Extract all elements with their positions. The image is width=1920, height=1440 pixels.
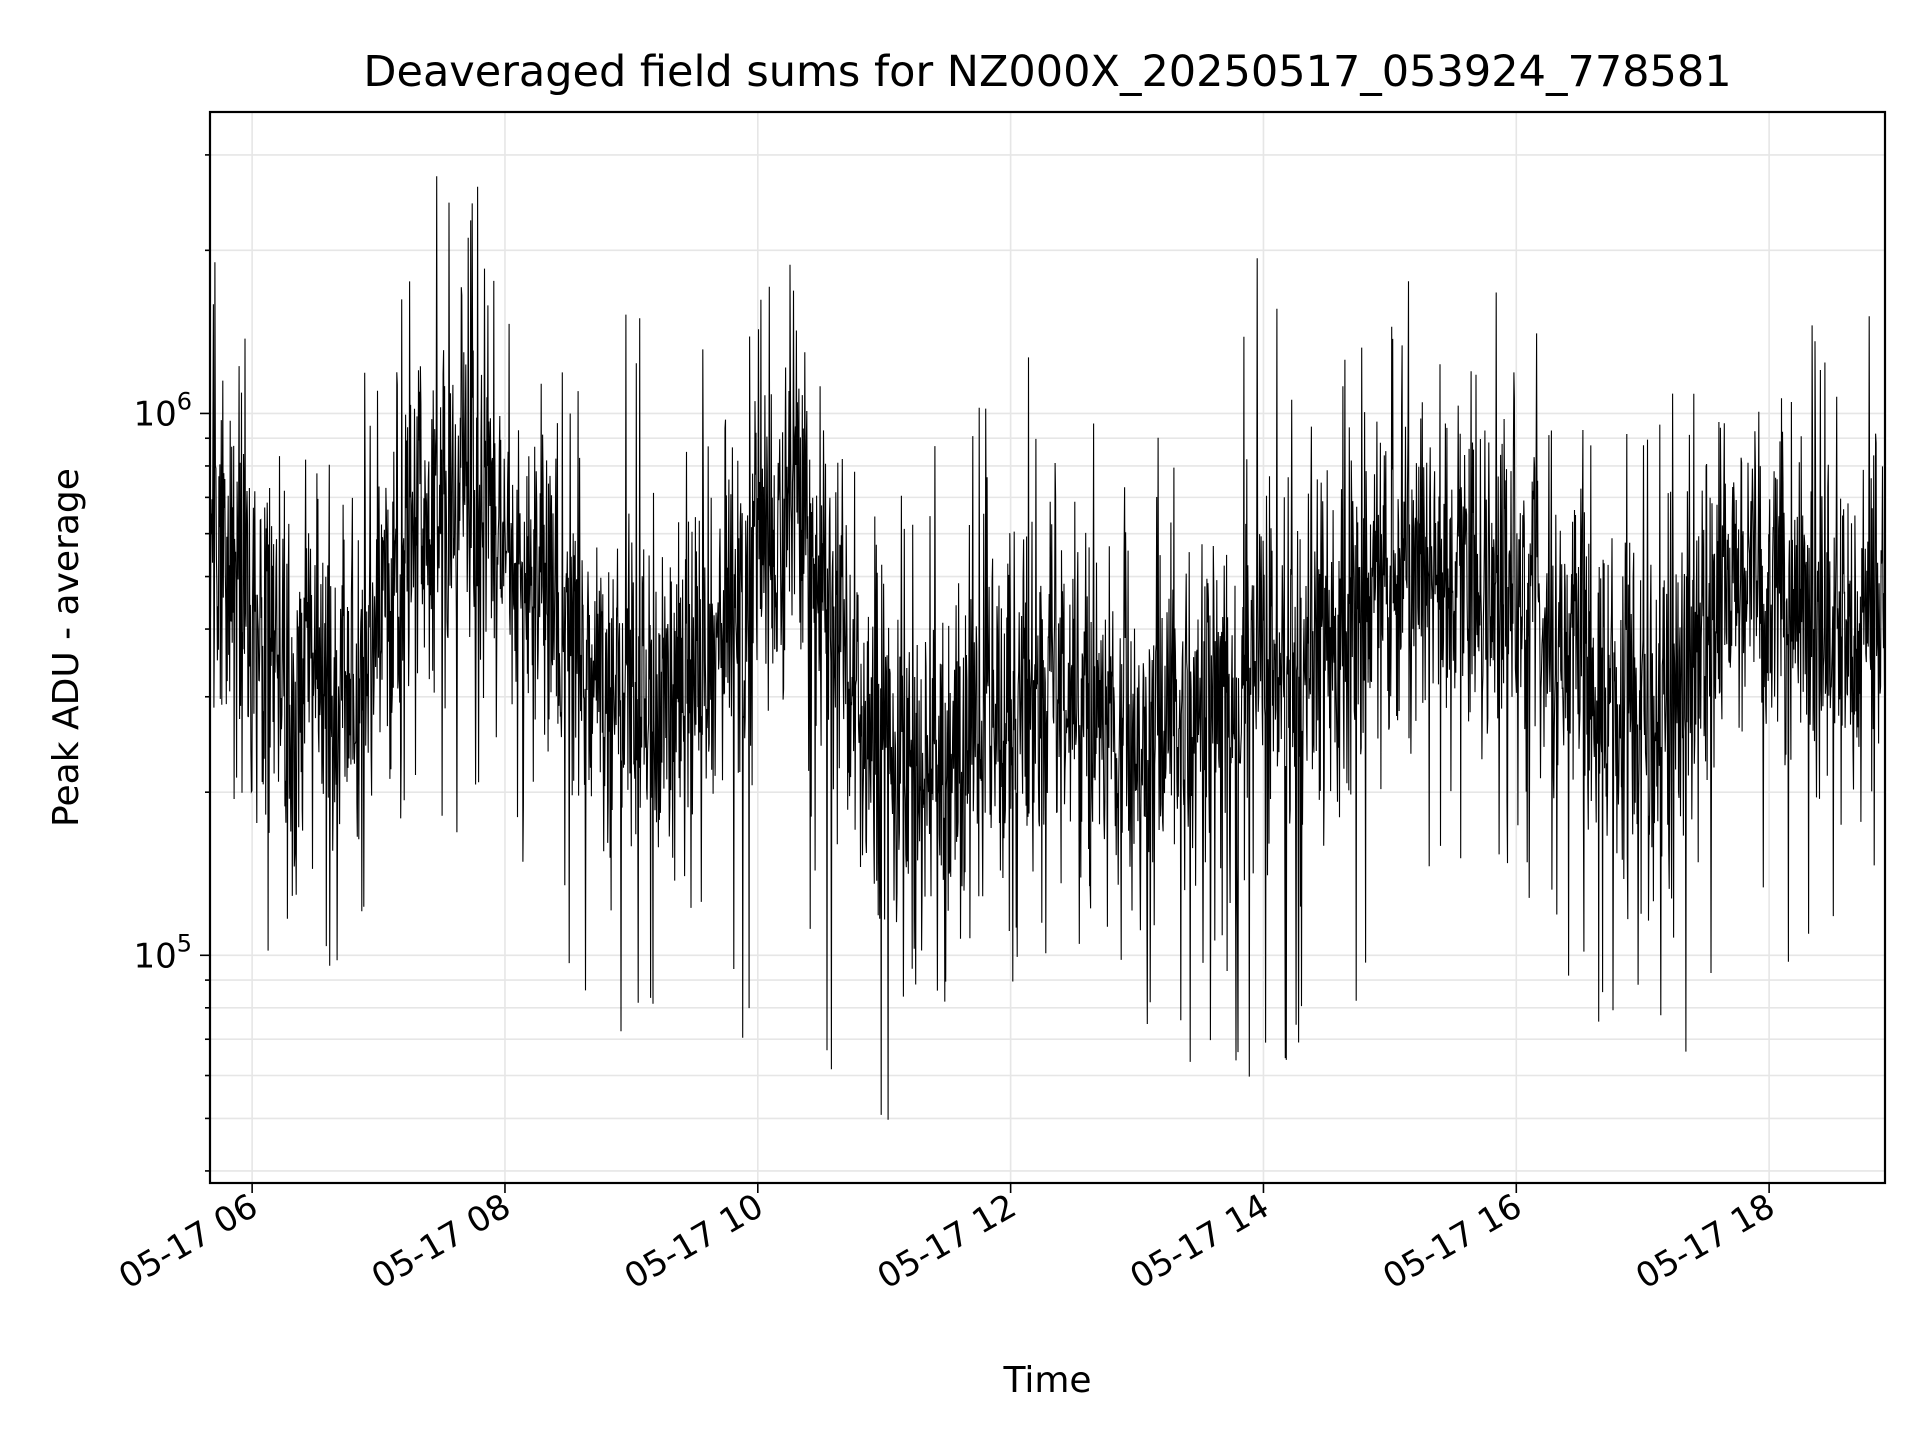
x-tick-label: 05-17 18 <box>1629 1186 1781 1297</box>
x-axis-title: Time <box>1002 1360 1091 1401</box>
x-tick-label: 05-17 14 <box>1124 1186 1276 1297</box>
series-line <box>209 176 1886 1120</box>
x-tick-label: 05-17 06 <box>112 1186 264 1297</box>
y-tick-label: 105 <box>133 929 192 976</box>
plot-frame <box>208 110 1887 1185</box>
y-axis-title: Peak ADU - average <box>46 468 87 827</box>
x-tick-label: 05-17 12 <box>871 1186 1023 1297</box>
grid <box>210 112 1885 1183</box>
x-tick-label: 05-17 10 <box>618 1186 770 1297</box>
series-line-layer <box>209 176 1886 1120</box>
x-tick-label: 05-17 08 <box>365 1186 517 1297</box>
x-axis: 05-17 06 05-17 08 05-17 10 05-17 12 05-17 14… <box>112 1183 1782 1297</box>
chart-title: Deaveraged field sums for NZ000X_2025051… <box>363 47 1731 97</box>
y-tick-label: 106 <box>133 387 192 434</box>
x-tick-label: 05-17 16 <box>1376 1186 1528 1297</box>
y-axis: 105 106 <box>133 154 210 1172</box>
